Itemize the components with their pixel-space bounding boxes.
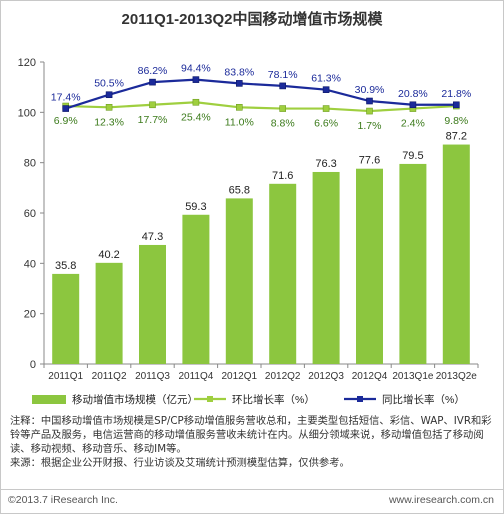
notes-block: 注释：中国移动增值市场规模是SP/CP移动增值服务营收总和，主要类型包括短信、彩… — [10, 414, 496, 470]
x-tick-label: 2012Q4 — [352, 371, 388, 382]
bar-value-label: 40.2 — [98, 249, 119, 261]
series-point-label-1: 1.7% — [358, 120, 382, 132]
series-marker-1 — [236, 104, 243, 111]
y-tick-label: 80 — [24, 158, 36, 170]
series-marker-2 — [192, 76, 200, 83]
series-point-label-1: 9.8% — [444, 115, 468, 127]
x-tick-label: 2011Q1 — [48, 371, 83, 382]
source-text: 来源：根据企业公开财报、行业访谈及艾瑞统计预测模型估算，仅供参考。 — [10, 457, 350, 469]
bar-value-label: 76.3 — [315, 158, 336, 170]
series-point-label-1: 6.6% — [314, 118, 338, 130]
x-tick-label: 2012Q3 — [308, 371, 344, 382]
series-point-label-2: 17.4% — [51, 92, 81, 104]
series-point-label-1: 12.3% — [94, 116, 124, 128]
y-tick-label: 40 — [24, 258, 36, 270]
series-point-label-1: 25.4% — [181, 111, 211, 123]
bar — [139, 244, 166, 364]
series-marker-2 — [149, 78, 156, 86]
bar — [312, 171, 340, 364]
website-text: www.iresearch.com.cn — [388, 494, 494, 506]
series-point-label-1: 11.0% — [225, 116, 254, 128]
series-line-1 — [65, 101, 457, 113]
series-point-label-2: 94.4% — [181, 63, 211, 75]
series-point-label-2: 78.1% — [268, 69, 298, 81]
bar — [399, 163, 427, 364]
legend-label-line-1: 环比增长率（%） — [232, 393, 315, 406]
y-tick-label: 100 — [18, 107, 36, 119]
bar — [225, 198, 253, 364]
bar-value-label: 35.8 — [55, 260, 76, 272]
bar-value-label: 87.2 — [446, 131, 467, 143]
series-point-label-2: 21.8% — [441, 88, 471, 100]
bar-value-label: 47.3 — [142, 231, 163, 243]
series-point-label-1: 2.4% — [401, 118, 425, 130]
series-point-label-2: 83.8% — [224, 66, 254, 78]
series-marker-2 — [62, 105, 70, 112]
series-marker-1 — [366, 107, 373, 115]
bar — [182, 214, 210, 364]
series-marker-2 — [236, 80, 243, 87]
bar-value-label: 79.5 — [402, 150, 423, 162]
series-point-label-2: 86.2% — [138, 65, 168, 77]
bar — [269, 183, 297, 364]
bar — [52, 273, 80, 364]
footer-divider — [0, 489, 504, 490]
series-marker-2 — [322, 86, 330, 93]
series-marker-2 — [279, 82, 287, 90]
y-tick-label: 0 — [30, 359, 36, 371]
series-point-label-2: 50.5% — [94, 78, 124, 90]
series-marker-2 — [452, 101, 460, 109]
x-tick-label: 2012Q2 — [265, 371, 301, 382]
series-marker-1 — [105, 104, 113, 111]
series-point-label-1: 17.7% — [138, 114, 168, 126]
copyright-text: ©2013.7 iResearch Inc. — [8, 494, 118, 506]
series-point-label-2: 30.9% — [355, 84, 385, 96]
y-tick-label: 120 — [18, 57, 36, 69]
chart-canvas: 2011Q1-2013Q2中国移动增值市场规模 0 20 40 60 80 100 120 2… — [18, 10, 479, 406]
x-tick-label: 2013Q1e — [392, 371, 434, 382]
series-point-label-1: 6.9% — [54, 115, 78, 127]
series-marker-2 — [105, 91, 113, 99]
bar — [442, 144, 470, 364]
series-marker-1 — [192, 98, 200, 106]
chart-title: 2011Q1-2013Q2中国移动增值市场规模 — [122, 10, 384, 28]
series-marker-1 — [149, 101, 156, 109]
bar — [95, 262, 123, 364]
bar-value-label: 77.6 — [359, 155, 380, 167]
series-point-label-1: 8.8% — [271, 118, 295, 130]
series-marker-2 — [366, 97, 373, 105]
series-marker-1 — [322, 105, 330, 112]
bar-value-label: 71.6 — [272, 170, 293, 182]
bar-value-label: 65.8 — [229, 184, 250, 196]
series-point-label-2: 20.8% — [398, 88, 428, 100]
x-tick-label: 2011Q4 — [178, 371, 213, 382]
legend-marker-1 — [207, 396, 213, 402]
x-tick-label: 2013Q2e — [436, 371, 478, 382]
legend-swatch-bar — [32, 395, 66, 404]
y-tick-label: 60 — [24, 208, 36, 220]
series-point-label-2: 61.3% — [311, 73, 341, 85]
x-tick-label: 2011Q2 — [92, 371, 127, 382]
y-tick-label: 20 — [24, 309, 36, 321]
series-marker-1 — [279, 105, 287, 112]
bar-value-label: 59.3 — [185, 201, 206, 213]
series-line-2 — [65, 78, 457, 110]
bar — [356, 168, 383, 364]
x-tick-label: 2012Q1 — [222, 371, 258, 382]
note-text: 注释：中国移动增值市场规模是SP/CP移动增值服务营收总和，主要类型包括短信、彩… — [10, 415, 492, 455]
legend-label-line-2: 同比增长率（%） — [382, 393, 465, 406]
legend-label-bar: 移动增值市场规模（亿元） — [72, 393, 198, 406]
series-marker-2 — [409, 101, 417, 109]
legend-marker-2 — [357, 396, 363, 402]
x-tick-label: 2011Q3 — [135, 371, 170, 382]
